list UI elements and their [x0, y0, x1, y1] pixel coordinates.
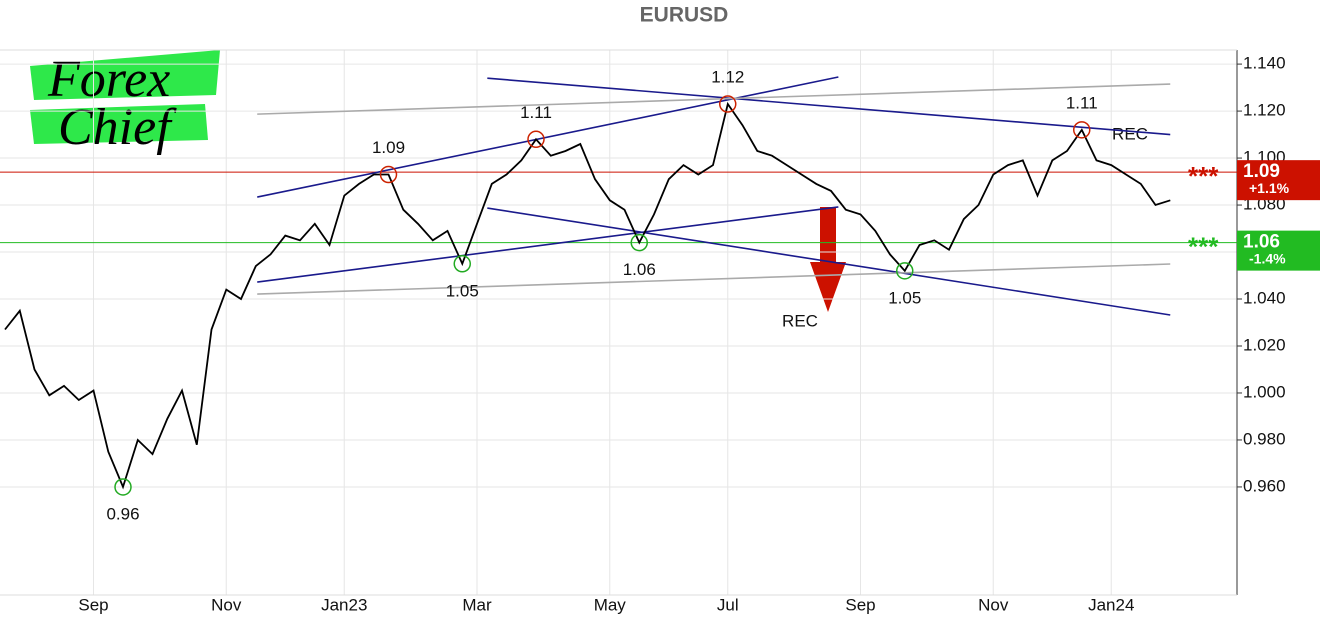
x-tick-label: Sep: [78, 595, 108, 614]
x-tick-label: Jul: [717, 595, 739, 614]
level-change: +1.1%: [1249, 180, 1290, 196]
trend-line: [257, 76, 839, 198]
trend-line: [257, 83, 1171, 115]
level-change: -1.4%: [1249, 250, 1286, 266]
swing-marker: [1073, 121, 1091, 139]
trend-line: [257, 263, 1171, 295]
y-tick-label: 1.120: [1243, 101, 1286, 120]
swing-label: 0.96: [106, 504, 139, 523]
x-tick-label: Nov: [211, 595, 242, 614]
y-tick-label: 1.000: [1243, 382, 1286, 401]
signal-label: REC: [1112, 124, 1148, 143]
x-tick-label: May: [594, 595, 627, 614]
swing-label: 1.09: [372, 138, 405, 157]
swing-label: 1.11: [520, 103, 552, 122]
y-tick-label: 0.980: [1243, 429, 1286, 448]
swing-label: 1.12: [711, 68, 744, 87]
signal-label: REC: [782, 311, 818, 330]
swing-marker: [379, 165, 398, 184]
swing-label: 1.06: [623, 260, 656, 279]
price-line: [4, 101, 1171, 490]
x-tick-label: Nov: [978, 595, 1009, 614]
x-tick-label: Sep: [845, 595, 875, 614]
x-tick-label: Jan24: [1088, 595, 1134, 614]
y-tick-label: 1.140: [1243, 54, 1286, 73]
swing-label: 1.11: [1066, 93, 1098, 112]
swing-marker: [719, 95, 737, 113]
level-label: 1.09: [1243, 161, 1280, 182]
logo-text: Forex: [47, 51, 170, 108]
x-tick-label: Mar: [462, 595, 492, 614]
swing-marker: [453, 255, 471, 273]
swing-label: 1.05: [888, 288, 921, 307]
swing-marker: [114, 478, 132, 496]
y-tick-label: 1.040: [1243, 288, 1286, 307]
swing-marker: [896, 262, 914, 280]
level-box: [1237, 230, 1320, 271]
level-box: [1237, 160, 1320, 201]
trend-line: [257, 206, 839, 283]
logo-text: Chief: [58, 99, 177, 156]
trend-line: [487, 77, 1171, 136]
swing-label: 1.05: [446, 281, 479, 300]
swing-marker: [630, 233, 648, 252]
chart-title: EURUSD: [640, 4, 729, 27]
x-tick-label: Jan23: [321, 595, 367, 614]
y-tick-label: 0.960: [1243, 476, 1286, 495]
level-stars: ***: [1188, 161, 1219, 191]
level-stars: ***: [1188, 232, 1219, 262]
logo-band: [30, 50, 220, 100]
rec-arrow: [810, 207, 846, 312]
swing-marker: [527, 130, 545, 149]
logo-band: [30, 104, 208, 144]
logo: Forex Chief: [30, 50, 220, 156]
level-label: 1.06: [1243, 232, 1280, 253]
trend-line: [487, 207, 1171, 316]
y-tick-label: 1.020: [1243, 335, 1286, 354]
